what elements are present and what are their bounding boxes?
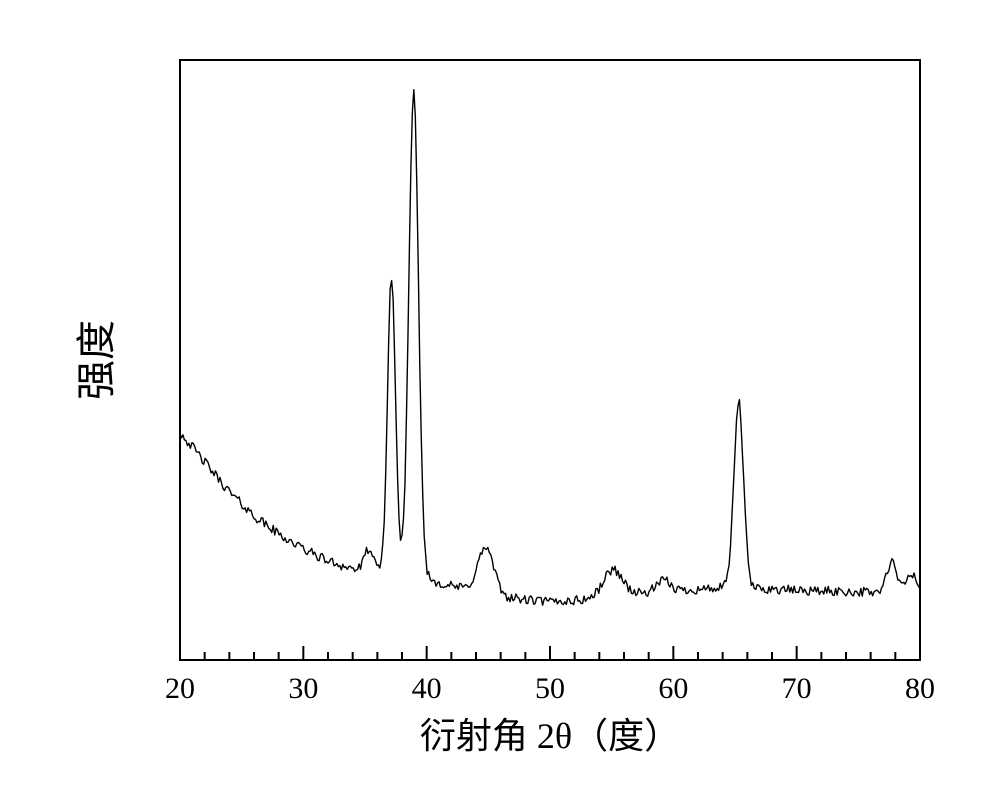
xrd-svg: 20 30 40 50 60 70 80 衍射角 2θ（度） 强度	[0, 0, 1000, 803]
svg-text:20: 20	[165, 672, 195, 705]
svg-text:70: 70	[782, 672, 812, 705]
svg-text:40: 40	[412, 672, 442, 705]
y-axis-label: 强度	[74, 320, 119, 400]
svg-text:30: 30	[288, 672, 318, 705]
svg-text:50: 50	[535, 672, 565, 705]
svg-text:60: 60	[658, 672, 688, 705]
xrd-chart: 20 30 40 50 60 70 80 衍射角 2θ（度） 强度	[0, 0, 1000, 803]
x-axis-label: 衍射角 2θ（度）	[420, 716, 680, 756]
svg-text:80: 80	[905, 672, 935, 705]
